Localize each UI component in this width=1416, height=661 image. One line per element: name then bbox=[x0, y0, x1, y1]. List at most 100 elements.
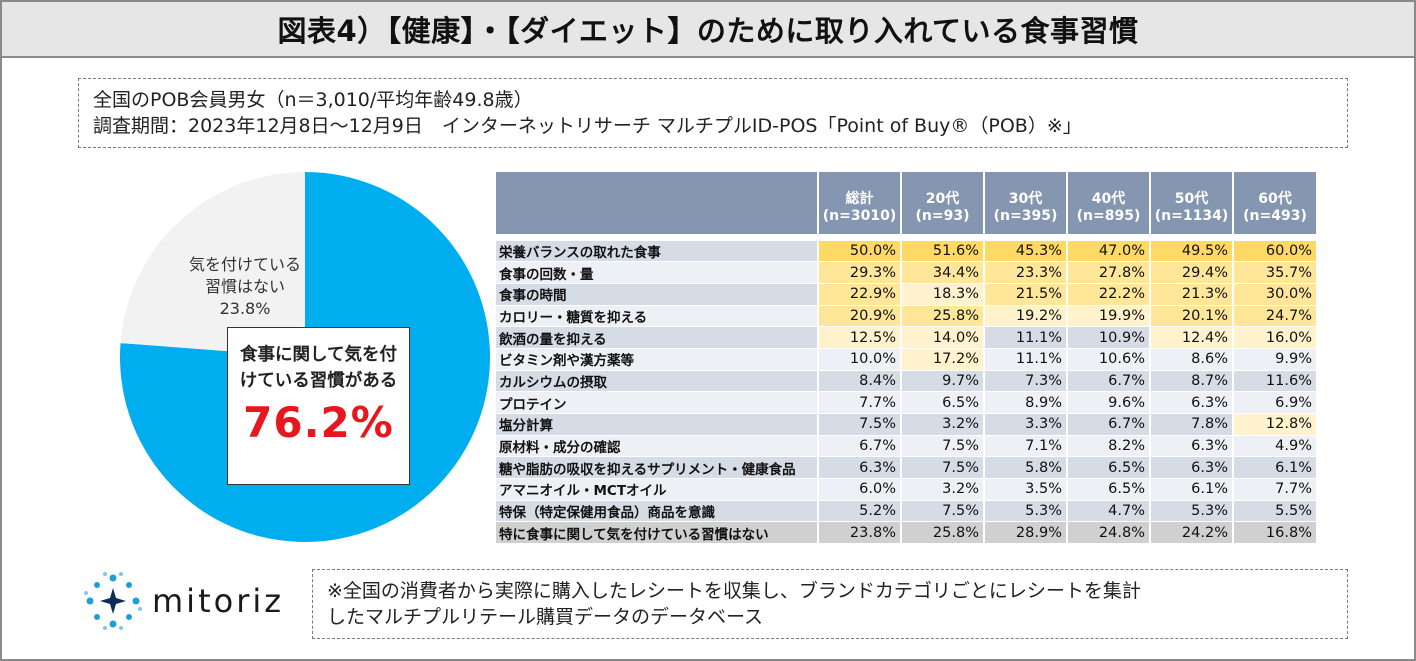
table-row: 特保（特定保健用食品）商品を意識 5.2% 7.5% 5.3% 4.7% 5.3% 5.5% bbox=[496, 500, 1316, 523]
table-header-col-1: 20代 (n=93) bbox=[901, 172, 985, 234]
table-cell-value: 12.5% bbox=[818, 326, 902, 349]
figure-title: 図表4）【健康】・【ダイエット】のために取り入れている食事習慣 bbox=[277, 14, 1139, 48]
table-row: 食事の回数・量 29.3% 34.4% 23.3% 27.8% 29.4% 35.7% bbox=[496, 261, 1316, 284]
table-row: カルシウムの摂取 8.4% 9.7% 7.3% 6.7% 8.7% 11.6% bbox=[496, 370, 1316, 393]
table-row-label: 食事の回数・量 bbox=[496, 261, 819, 284]
table-cell-value: 29.4% bbox=[1150, 261, 1234, 284]
table-cell-value: 7.8% bbox=[1150, 413, 1234, 436]
table-row: 糖や脂肪の吸収を抑えるサプリメント・健康食品 6.3% 7.5% 5.8% 6.5% 6.… bbox=[496, 456, 1316, 480]
table-cell-value: 24.8% bbox=[1067, 521, 1151, 545]
table-header-sample-size: (n=895) bbox=[1076, 208, 1141, 224]
table-cell-value: 6.1% bbox=[1233, 456, 1316, 480]
table-cell-value: 9.6% bbox=[1067, 391, 1151, 414]
table-cell-value: 5.3% bbox=[1150, 500, 1234, 523]
table-cell-value: 14.0% bbox=[901, 326, 985, 349]
table-cell-value: 8.7% bbox=[1150, 370, 1234, 393]
survey-info-box: 全国のPOB会員男女（n＝3,010/平均年齢49.8歳） 調査期間：2023年… bbox=[78, 78, 1348, 148]
table-cell-value: 10.6% bbox=[1067, 348, 1151, 371]
table-cell-value: 6.7% bbox=[1067, 413, 1151, 436]
survey-period-text: 調査期間：2023年12月8日～12月9日 インターネットリサーチ マルチプルI… bbox=[93, 115, 1082, 137]
mitoriz-logo: mitoriz bbox=[80, 568, 284, 634]
table-cell-value: 5.5% bbox=[1233, 500, 1316, 523]
table-row: 原材料・成分の確認 6.7% 7.5% 7.1% 8.2% 6.3% 4.9% bbox=[496, 435, 1316, 458]
table-cell-value: 18.3% bbox=[901, 283, 985, 306]
pie-value-no-habit: 23.8% bbox=[219, 299, 271, 318]
table-cell-value: 7.5% bbox=[901, 500, 985, 523]
table-cell-value: 3.2% bbox=[901, 413, 985, 436]
table-header-sample-size: (n=493) bbox=[1243, 208, 1307, 224]
table-cell-value: 11.6% bbox=[1233, 370, 1316, 393]
logo-dots bbox=[86, 574, 140, 628]
table-cell-value: 45.3% bbox=[984, 240, 1068, 263]
table-gap-cell bbox=[496, 234, 1316, 241]
table-cell-value: 9.9% bbox=[1233, 348, 1316, 371]
table-row-label: プロテイン bbox=[496, 391, 819, 414]
table-cell-value: 3.3% bbox=[984, 413, 1068, 436]
pie-chart: 気を付けている 習慣はない 23.8% 食事に関して気を付 けている習慣がある … bbox=[120, 172, 490, 542]
pie-slice-no-habit bbox=[120, 172, 305, 357]
table-cell-value: 21.5% bbox=[984, 283, 1068, 306]
table-cell-value: 4.7% bbox=[1067, 500, 1151, 523]
table-body: 栄養バランスの取れた食事 50.0% 51.6% 45.3% 47.0% 49.5% 60.… bbox=[496, 234, 1316, 545]
habit-table: 総計 (n=3010) 20代 (n=93) 30代 (n=395) 40代 (n=895) 5… bbox=[496, 172, 1316, 545]
table-cell-value: 6.7% bbox=[1067, 370, 1151, 393]
table-cell-value: 7.7% bbox=[818, 391, 902, 414]
table-cell-value: 17.2% bbox=[901, 348, 985, 371]
table-cell-value: 28.9% bbox=[984, 521, 1068, 545]
table-cell-value: 8.6% bbox=[1150, 348, 1234, 371]
table-cell-value: 9.7% bbox=[901, 370, 985, 393]
table-cell-value: 8.4% bbox=[818, 370, 902, 393]
table-cell-value: 24.7% bbox=[1233, 305, 1316, 328]
table-cell-value: 5.2% bbox=[818, 500, 902, 523]
table-cell-value: 7.1% bbox=[984, 435, 1068, 458]
table-cell-value: 6.9% bbox=[1233, 391, 1316, 414]
mitoriz-logo-icon bbox=[84, 572, 142, 630]
table-cell-value: 51.6% bbox=[901, 240, 985, 263]
table-row-label: ビタミン剤や漢方薬等 bbox=[496, 348, 819, 371]
table-header-sample-size: (n=395) bbox=[993, 208, 1058, 224]
table-header-label: 50代 bbox=[1174, 191, 1209, 207]
table-cell-value: 7.5% bbox=[901, 435, 985, 458]
table-cell-value: 24.2% bbox=[1150, 521, 1234, 545]
table-header-sample-size: (n=93) bbox=[915, 208, 970, 224]
table-header-corner bbox=[496, 172, 819, 234]
table-row: 食事の時間 22.9% 18.3% 21.5% 22.2% 21.3% 30.0% bbox=[496, 283, 1316, 306]
footnote-line2: したマルチプルリテール購買データのデータベース bbox=[327, 606, 764, 628]
table-cell-value: 30.0% bbox=[1233, 283, 1316, 306]
table-row-label: 糖や脂肪の吸収を抑えるサプリメント・健康食品 bbox=[496, 456, 819, 480]
table-row-label: 食事の時間 bbox=[496, 283, 819, 306]
table-header-label: 20代 bbox=[925, 191, 960, 207]
table-cell-value: 7.3% bbox=[984, 370, 1068, 393]
table-cell-value: 25.8% bbox=[901, 521, 985, 545]
table-row-label: カルシウムの摂取 bbox=[496, 370, 819, 393]
table-header-sample-size: (n=3010) bbox=[822, 208, 897, 224]
table-row: アマニオイル・MCTオイル 6.0% 3.2% 3.5% 6.5% 6.1% 7.7% bbox=[496, 478, 1316, 501]
pie-label-has-habit-line2: けている習慣がある bbox=[239, 371, 398, 391]
table-cell-value: 8.2% bbox=[1067, 435, 1151, 458]
logo-small-dots bbox=[84, 572, 142, 630]
table-header-col-3: 40代 (n=895) bbox=[1067, 172, 1151, 234]
table-cell-value: 6.3% bbox=[1150, 456, 1234, 480]
table-cell-value: 19.9% bbox=[1067, 305, 1151, 328]
table-cell-value: 16.0% bbox=[1233, 326, 1316, 349]
table-cell-value: 11.1% bbox=[984, 326, 1068, 349]
table-cell-value: 6.1% bbox=[1150, 478, 1234, 501]
table-cell-value: 23.3% bbox=[984, 261, 1068, 284]
table-cell-value: 6.5% bbox=[901, 391, 985, 414]
table-header-label: 40代 bbox=[1091, 191, 1126, 207]
logo-stars bbox=[100, 588, 126, 614]
table-header-col-4: 50代 (n=1134) bbox=[1150, 172, 1234, 234]
table-cell-value: 60.0% bbox=[1233, 240, 1316, 263]
table-cell-value: 8.9% bbox=[984, 391, 1068, 414]
table-row-label: 特保（特定保健用食品）商品を意識 bbox=[496, 500, 819, 523]
table-cell-value: 19.2% bbox=[984, 305, 1068, 328]
table-row-label: 飲酒の量を抑える bbox=[496, 326, 819, 349]
table-cell-value: 12.4% bbox=[1150, 326, 1234, 349]
table-cell-value: 7.5% bbox=[901, 456, 985, 480]
table-cell-value: 29.3% bbox=[818, 261, 902, 284]
pie-label-no-habit: 気を付けている 習慣はない 23.8% bbox=[170, 254, 320, 320]
table-header-row: 総計 (n=3010) 20代 (n=93) 30代 (n=395) 40代 (n=895) 5… bbox=[496, 172, 1316, 234]
table-cell-value: 10.0% bbox=[818, 348, 902, 371]
table-row: カロリー・糖質を抑える 20.9% 25.8% 19.2% 19.9% 20.1% 24.7… bbox=[496, 305, 1316, 328]
